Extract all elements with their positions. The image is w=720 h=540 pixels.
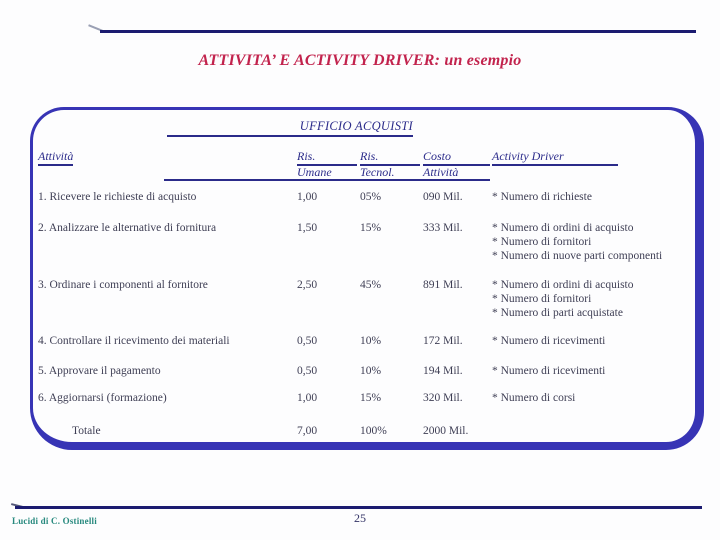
col-header-attivita-label: Attività [38,149,74,166]
col-header-ris-tecnol-1: Ris. [360,150,420,166]
col-header-ris-umane-2: Umane [297,165,332,179]
ris-tecnol-cell: 15% [360,222,382,234]
costo-cell: 333 Mil. [423,222,463,234]
ris-umane-cell: 1,50 [297,222,318,234]
driver-line: * Numero di nuove parti componenti [492,250,663,262]
costo-cell: 320 Mil. [423,392,463,404]
ris-tecnol-cell: 10% [360,335,382,347]
col-header-ris-umane-1: Ris. [297,150,357,166]
ris-umane-cell: 1,00 [297,392,318,404]
total-ris-umane: 7,00 [297,425,318,437]
table-frame [30,107,704,450]
driver-line: * Numero di corsi [492,392,576,404]
total-costo: 2000 Mil. [423,425,469,437]
total-label: Totale [72,425,101,437]
costo-cell: 194 Mil. [423,365,463,377]
activity-cell: 4. Controllare il ricevimento dei materi… [38,335,230,347]
col-header-attivita: Attività [38,149,74,166]
ris-tecnol-cell: 10% [360,365,382,377]
activity-cell: 3. Ordinare i componenti al fornitore [38,279,208,291]
activity-cell: 5. Approvare il pagamento [38,365,161,377]
driver-cell: * Numero di corsi [492,391,672,405]
table-box-title: UFFICIO ACQUISTI [167,117,413,137]
col-header-costo-1: Costo [423,150,490,166]
ris-umane-cell: 1,00 [297,191,318,203]
ris-tecnol-cell: 05% [360,191,382,203]
ris-tecnol-cell: 15% [360,392,382,404]
activity-cell: 6. Aggiornarsi (formazione) [38,392,167,404]
activity-cell: 1. Ricevere le richieste di acquisto [38,191,197,203]
footer-credit: Lucidi di C. Ostinelli [12,516,97,526]
driver-cell: * Numero di ricevimenti [492,364,672,378]
col-header-costo-2: Attività [423,165,459,179]
ris-umane-cell: 2,50 [297,279,318,291]
bottom-rule [15,506,702,509]
ris-tecnol-cell: 45% [360,279,382,291]
driver-line: * Numero di parti acquistate [492,307,623,319]
col-header-ris-tecnol-2: Tecnol. [360,165,395,179]
driver-line: * Numero di fornitori [492,293,592,305]
total-ris-tecnol: 100% [360,425,387,437]
costo-cell: 090 Mil. [423,191,463,203]
driver-cell: * Numero di ordini di acquisto * Numero … [492,278,672,320]
costo-cell: 891 Mil. [423,279,463,291]
driver-cell: * Numero di ordini di acquisto * Numero … [492,221,672,263]
driver-line: * Numero di ricevimenti [492,335,606,347]
header-underline [164,179,490,181]
driver-cell: * Numero di ricevimenti [492,334,672,348]
page-number: 25 [354,511,366,525]
driver-line: * Numero di ricevimenti [492,365,606,377]
col-header-activity-driver: Activity Driver [492,150,618,166]
driver-line: * Numero di ordini di acquisto [492,222,634,234]
driver-line: * Numero di fornitori [492,236,592,248]
costo-cell: 172 Mil. [423,335,463,347]
top-rule [100,30,696,33]
driver-line: * Numero di ordini di acquisto [492,279,634,291]
ris-umane-cell: 0,50 [297,365,318,377]
driver-cell: * Numero di richieste [492,190,672,204]
slide-title: ATTIVITA’ E ACTIVITY DRIVER: un esempio [198,52,522,69]
activity-cell: 2. Analizzare le alternative di fornitur… [38,222,217,234]
driver-line: * Numero di richieste [492,191,592,203]
ris-umane-cell: 0,50 [297,335,318,347]
